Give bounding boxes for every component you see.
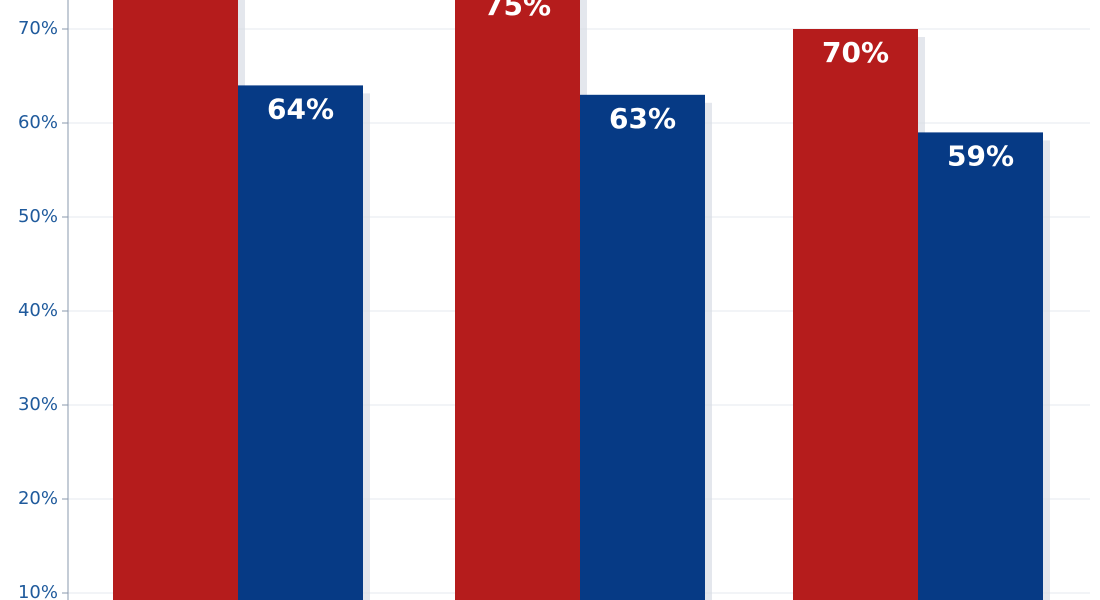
y-tick-label: 10% [18, 582, 58, 600]
y-tick-label: 60% [18, 112, 58, 133]
bars [113, 0, 1050, 600]
bar-blue [918, 132, 1043, 600]
y-tick-label: 30% [18, 394, 58, 415]
y-tick-label: 50% [18, 206, 58, 227]
y-tick-label: 70% [18, 18, 58, 39]
bar-blue [238, 85, 363, 600]
bar-red [793, 29, 918, 600]
y-tick-label: 20% [18, 488, 58, 509]
data-label: 64% [267, 92, 334, 125]
bar-blue [580, 94, 705, 600]
data-label: 59% [947, 139, 1014, 172]
bar-red [113, 0, 238, 600]
data-labels: 75% 70% 64% 63% 59% [267, 0, 1014, 172]
data-label: 70% [822, 36, 889, 69]
y-axis: 10% 20% 30% 40% 50% 60% 70% [18, 0, 69, 600]
data-label: 63% [609, 102, 676, 135]
y-tick-label: 40% [18, 300, 58, 321]
data-label: 75% [484, 0, 551, 22]
bar-red [455, 0, 580, 600]
